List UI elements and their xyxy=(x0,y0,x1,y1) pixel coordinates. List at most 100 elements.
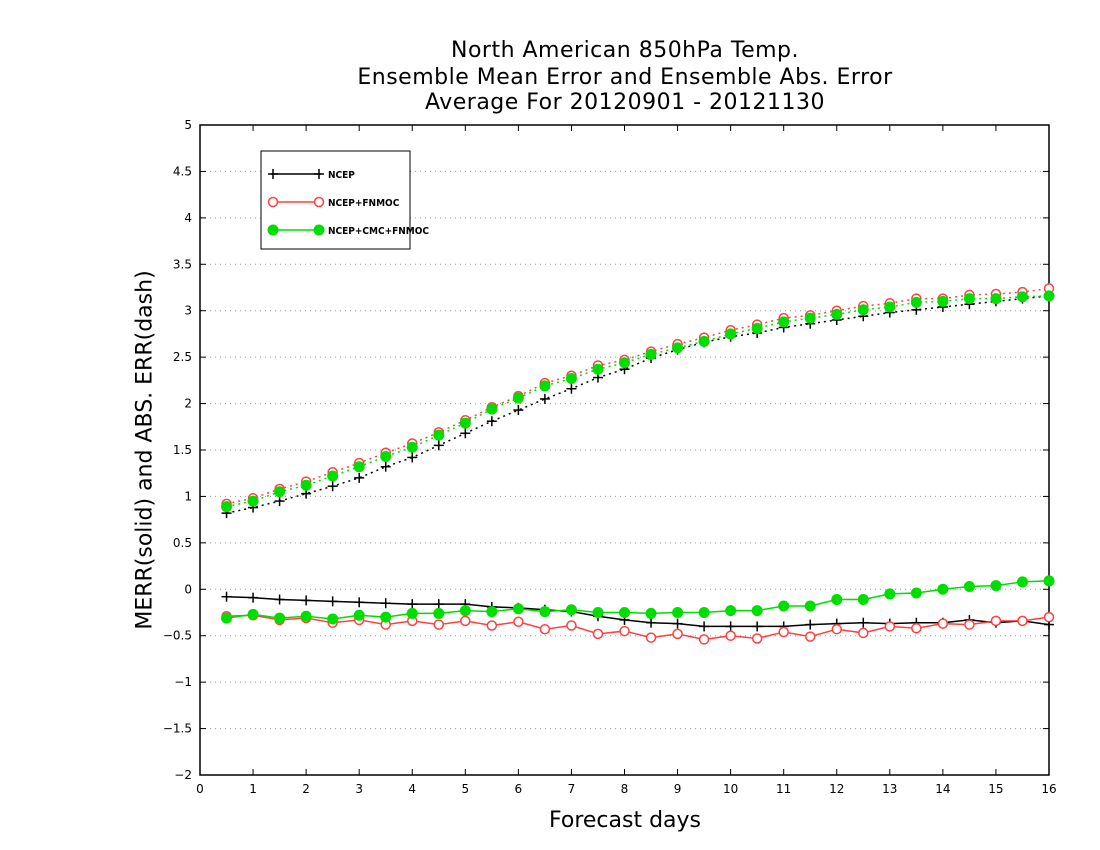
y-tick-label: 1 xyxy=(184,489,192,503)
x-tick-label: 3 xyxy=(355,782,363,796)
point-abs-ncep-cmc-fnmoc xyxy=(221,501,233,513)
legend-box xyxy=(260,150,411,250)
point-abs-ncep-cmc-fnmoc xyxy=(592,363,604,375)
point-merr-ncep-fnmoc xyxy=(566,620,577,631)
point-abs-ncep-cmc-fnmoc xyxy=(300,479,312,491)
point-abs-ncep-cmc-fnmoc xyxy=(539,380,551,392)
chart-title-line-3: Average For 20120901 - 20121130 xyxy=(424,90,826,115)
point-merr-ncep-fnmoc xyxy=(778,626,789,638)
point-abs-ncep-cmc-fnmoc xyxy=(884,301,896,313)
point-merr-ncep-fnmoc xyxy=(725,630,736,641)
point-merr-ncep-cmc-fnmoc xyxy=(698,607,710,618)
point-abs-ncep-cmc-fnmoc xyxy=(910,296,922,308)
point-merr-ncep-cmc-fnmoc xyxy=(778,600,790,612)
point-merr-ncep-cmc-fnmoc xyxy=(857,594,869,605)
x-tick-label: 14 xyxy=(935,782,950,796)
point-merr-ncep-cmc-fnmoc xyxy=(300,610,312,622)
point-abs-ncep-cmc-fnmoc xyxy=(406,441,418,453)
y-tick-label: −0.5 xyxy=(163,629,192,643)
point-merr-ncep-fnmoc xyxy=(619,625,630,637)
point-merr-ncep-fnmoc xyxy=(698,634,710,645)
point-merr-ncep-fnmoc xyxy=(911,623,922,634)
point-merr-ncep-cmc-fnmoc xyxy=(592,607,604,618)
point-merr-ncep-cmc-fnmoc xyxy=(247,608,259,620)
x-tick-label: 13 xyxy=(882,782,897,796)
point-abs-ncep-cmc-fnmoc xyxy=(1016,291,1028,303)
point-merr-ncep-cmc-fnmoc xyxy=(380,611,392,623)
series-line-abs-ncep-fnmoc xyxy=(226,287,1050,505)
legend-marker xyxy=(267,196,279,208)
point-merr-ncep-cmc-fnmoc xyxy=(274,612,286,624)
point-merr-ncep-fnmoc xyxy=(858,627,869,639)
y-tick-label: 0.5 xyxy=(173,536,192,550)
series-line-abs-ncep-cmc-fnmoc xyxy=(226,295,1050,508)
point-abs-ncep-cmc-fnmoc xyxy=(565,373,577,384)
point-abs-ncep-cmc-fnmoc xyxy=(963,293,975,305)
point-merr-ncep-fnmoc xyxy=(831,623,842,635)
y-tick-label: 3.5 xyxy=(173,257,192,271)
point-merr-ncep-cmc-fnmoc xyxy=(910,587,922,599)
y-tick-label: −1 xyxy=(174,675,192,689)
x-axis-label: Forecast days xyxy=(548,808,701,833)
point-merr-ncep-fnmoc xyxy=(937,618,949,629)
point-abs-ncep-cmc-fnmoc xyxy=(751,322,763,334)
point-merr-ncep-fnmoc xyxy=(486,620,498,631)
x-tick-label: 4 xyxy=(408,782,416,796)
point-abs-ncep-cmc-fnmoc xyxy=(645,348,657,360)
point-abs-ncep-cmc-fnmoc xyxy=(380,451,392,462)
point-abs-ncep-cmc-fnmoc xyxy=(327,470,339,482)
point-abs-ncep-cmc-fnmoc xyxy=(619,357,630,369)
point-abs-ncep-cmc-fnmoc xyxy=(804,312,816,324)
point-merr-ncep-cmc-fnmoc xyxy=(459,605,471,617)
point-abs-ncep-cmc-fnmoc xyxy=(698,335,710,347)
x-tick-label: 12 xyxy=(829,782,844,796)
x-tick-label: 7 xyxy=(568,782,576,796)
y-axis-label: MERR(solid) and ABS. ERR(dash) xyxy=(132,270,158,630)
legend-label: NCEP xyxy=(328,170,355,181)
y-tick-label: 2 xyxy=(184,397,192,411)
x-tick-label: 15 xyxy=(988,782,1003,796)
chart-title-line-2: Ensemble Mean Error and Ensemble Abs. Er… xyxy=(357,65,893,90)
legend-marker xyxy=(267,224,279,236)
point-merr-ncep-cmc-fnmoc xyxy=(327,613,339,625)
point-abs-ncep-cmc-fnmoc xyxy=(433,429,445,441)
y-tick-label: 3 xyxy=(184,304,192,318)
x-tick-label: 8 xyxy=(621,782,629,796)
point-abs-ncep-cmc-fnmoc xyxy=(778,316,790,328)
y-tick-label: −1.5 xyxy=(163,722,192,736)
point-merr-ncep-cmc-fnmoc xyxy=(963,581,975,592)
y-tick-label: 2.5 xyxy=(173,350,192,364)
point-abs-ncep-cmc-fnmoc xyxy=(857,304,869,316)
point-merr-ncep-cmc-fnmoc xyxy=(406,607,418,619)
y-tick-label: 1.5 xyxy=(173,443,192,457)
point-merr-ncep-cmc-fnmoc xyxy=(937,583,949,595)
point-merr-ncep-cmc-fnmoc xyxy=(486,606,498,618)
point-merr-ncep-fnmoc xyxy=(645,632,657,643)
point-merr-ncep-cmc-fnmoc xyxy=(539,606,551,618)
point-abs-ncep-cmc-fnmoc xyxy=(1043,290,1055,302)
y-tick-label: 0 xyxy=(184,582,192,596)
y-tick-label: 4.5 xyxy=(173,164,192,178)
point-merr-ncep-cmc-fnmoc xyxy=(672,607,684,618)
point-abs-ncep-cmc-fnmoc xyxy=(459,417,471,429)
x-tick-label: 6 xyxy=(515,782,523,796)
point-abs-ncep-cmc-fnmoc xyxy=(353,461,365,473)
x-tick-label: 16 xyxy=(1041,782,1056,796)
point-merr-ncep-cmc-fnmoc xyxy=(804,600,816,612)
point-merr-ncep-fnmoc xyxy=(460,615,471,627)
legend-label: NCEP+FNMOC xyxy=(328,198,400,209)
y-tick-label: 4 xyxy=(184,211,192,225)
x-tick-label: 2 xyxy=(302,782,310,796)
series-line-merr-ncep-cmc-fnmoc xyxy=(226,580,1050,620)
point-merr-ncep-cmc-fnmoc xyxy=(221,612,233,624)
point-merr-ncep-cmc-fnmoc xyxy=(1016,576,1028,588)
point-abs-ncep-cmc-fnmoc xyxy=(247,495,259,507)
point-merr-ncep-fnmoc xyxy=(672,628,683,640)
point-merr-ncep-cmc-fnmoc xyxy=(645,607,657,619)
point-abs-ncep-cmc-fnmoc xyxy=(831,308,843,320)
point-merr-ncep-fnmoc xyxy=(751,633,763,644)
y-tick-label: 5 xyxy=(184,118,192,132)
point-abs-ncep-cmc-fnmoc xyxy=(512,392,524,404)
